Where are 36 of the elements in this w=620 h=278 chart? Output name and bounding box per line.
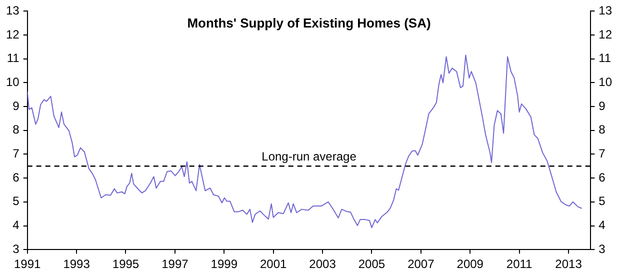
y-tick-label: 3 xyxy=(12,242,20,256)
y2-tick-label: 13 xyxy=(598,4,612,18)
chart-title: Months' Supply of Existing Homes (SA) xyxy=(187,15,431,30)
y-tick-label: 10 xyxy=(6,75,20,90)
y-tick-label: 4 xyxy=(12,218,20,232)
y-tick-label: 9 xyxy=(12,98,20,113)
y-tick-label: 7 xyxy=(12,146,20,161)
y2-tick-label: 5 xyxy=(598,194,606,208)
x-tick-label: 1997 xyxy=(162,257,189,272)
x-tick-label: 1995 xyxy=(112,257,140,272)
x-tick-label: 1999 xyxy=(210,257,238,272)
y2-tick-label: 4 xyxy=(598,218,606,232)
y2-tick-label: 7 xyxy=(598,146,606,161)
x-tick-label: 1993 xyxy=(63,257,90,272)
y-tick-label: 11 xyxy=(6,51,20,66)
y-tick-label: 12 xyxy=(6,27,20,42)
x-tick-label: 2003 xyxy=(309,257,336,272)
y2-tick-label: 6 xyxy=(598,170,606,184)
y2-tick-label: 8 xyxy=(598,122,606,137)
x-tick-label: 2011 xyxy=(506,257,533,272)
ref-line-label: Long-run average xyxy=(262,149,357,164)
y-tick-label: 13 xyxy=(6,4,20,18)
y2-tick-label: 12 xyxy=(598,27,612,42)
y-tick-label: 6 xyxy=(12,170,20,184)
x-tick-label: 2009 xyxy=(456,257,484,272)
y2-tick-label: 10 xyxy=(598,75,612,90)
x-tick-label: 2007 xyxy=(408,257,435,272)
x-tick-label: 1991 xyxy=(14,257,42,272)
y2-tick-label: 11 xyxy=(598,51,612,66)
x-tick-label: 2005 xyxy=(358,257,386,272)
y-tick-label: 8 xyxy=(12,122,20,137)
x-tick-label: 2013 xyxy=(555,257,582,272)
y-tick-label: 5 xyxy=(12,194,20,208)
y2-tick-label: 9 xyxy=(598,98,606,113)
y2-tick-label: 3 xyxy=(598,242,606,256)
x-tick-label: 2001 xyxy=(260,257,287,272)
